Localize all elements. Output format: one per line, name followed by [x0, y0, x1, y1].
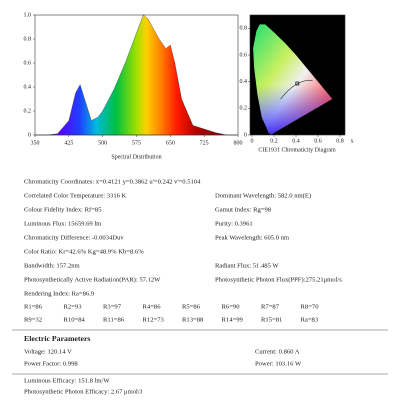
info-text: Colour Fidelity Index: Rf=85: [24, 207, 102, 214]
y-tick-label: 0.8: [24, 36, 32, 42]
info-text: Peak Wavelength: 605.0 nm: [215, 235, 290, 242]
render-index: Ra=83: [301, 317, 319, 324]
render-index: R13=88: [182, 317, 204, 324]
render-index: R4=86: [143, 304, 162, 311]
render-index: R14=99: [222, 317, 244, 324]
x-tick-label: 500: [98, 140, 107, 146]
info-text: Chromaticity Coordinates: x=0.4121 y=0.3…: [24, 179, 201, 186]
render-index: R15=81: [261, 317, 282, 324]
info-text: Color Ratio: Kr=42.6% Kg=48.9% Kb=8.6%: [24, 249, 144, 256]
y-tick-label: 0.6: [24, 60, 32, 66]
planck-locus: [280, 80, 313, 100]
y-tick-label: 0: [244, 132, 247, 138]
render-index: R3=97: [103, 304, 122, 311]
y-tick-label: 1.0: [24, 12, 32, 18]
render-index: R11=86: [103, 317, 125, 324]
x-tick-label: 0.2: [270, 138, 278, 144]
electric-text: Voltage: 120.14 V: [24, 349, 72, 356]
x-tick-label: 0.6: [314, 138, 322, 144]
y-tick-label: 0.2: [240, 106, 248, 112]
info-text: Bandwidth: 157.2nm: [24, 263, 81, 270]
spectrum-area: [35, 14, 238, 136]
x-tick-label: 800: [234, 140, 243, 146]
cie-point: [295, 81, 300, 86]
x-tick-label: 425: [64, 140, 73, 146]
electric-text: Power: 103.16 W: [255, 361, 302, 368]
y-tick-label: 0.8: [240, 26, 248, 32]
x-tick-label: 350: [31, 140, 40, 146]
x-tick-label: 575: [132, 140, 141, 146]
chart-title: Spectral Distribution: [111, 154, 161, 160]
y-tick-label: 0: [28, 132, 31, 138]
efficacy-text: Photosynthetic Photon Efficacy: 2.67 μmo…: [24, 389, 143, 396]
render-index: R1=86: [24, 304, 43, 311]
info-text: Gamut Index: Rg=98: [215, 207, 272, 214]
plot-frame: [249, 14, 346, 136]
cie-locus-blue: [253, 24, 333, 135]
info-text: Luminous Flux: 15659.69 lm: [24, 221, 102, 228]
x-tick-label: 650: [166, 140, 175, 146]
info-text: Rendering Index: Ra=86.9: [24, 291, 95, 298]
x-tick-label: 725: [200, 140, 209, 146]
electric-text: Current: 0.860 A: [255, 349, 300, 356]
info-text: Purity: 0.3961: [215, 221, 253, 228]
x-axis-label: x: [351, 138, 354, 144]
chart-title: CIE1931 Chromaticity Diagram: [258, 147, 336, 153]
section-title: Electric Parameters: [24, 334, 90, 343]
render-index: R8=70: [301, 304, 320, 311]
info-text: Correlated Color Temperature: 3316 K: [24, 193, 127, 200]
info-text: Radiant Flux: 51.485 W: [215, 263, 279, 270]
y-tick-label: 0.4: [24, 84, 32, 90]
render-index: R9=32: [24, 317, 42, 324]
efficacy-text: Luminous Efficacy: 151.8 lm/W: [24, 378, 110, 385]
info-text: Photosynthetic Photon Flux(PPF):275.21μm…: [215, 277, 342, 284]
y-tick-label: 0.6: [240, 52, 248, 58]
info-text: Photosynthetically Active Radiation(PAR)…: [24, 277, 161, 284]
render-index: R6=90: [222, 304, 241, 311]
render-index: R7=87: [261, 304, 280, 311]
render-index: R10=84: [64, 317, 86, 324]
x-tick-label: 0.8: [336, 138, 344, 144]
y-tick-label: 0.4: [240, 79, 248, 85]
x-tick-label: 0.4: [292, 138, 300, 144]
x-tick-label: 0: [251, 138, 254, 144]
info-text: Chromaticity Difference: -0.0034Duv: [24, 235, 124, 242]
y-tick-label: 0.2: [24, 108, 32, 114]
render-index: R12=73: [143, 317, 165, 324]
render-index: R2=93: [64, 304, 83, 311]
info-text: Dominant Wavelength: 582.0 nm(E): [215, 193, 311, 200]
render-index: R5=86: [182, 304, 201, 311]
electric-text: Power Factor: 0.998: [24, 361, 78, 368]
